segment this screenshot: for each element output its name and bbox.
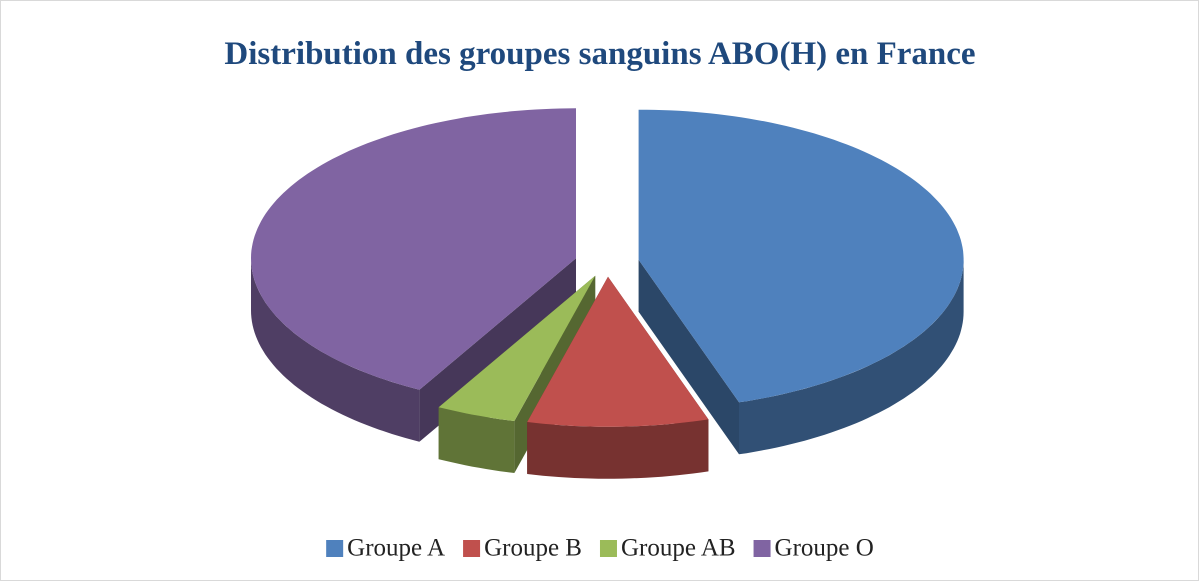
slice (438, 275, 596, 421)
legend-swatch (753, 540, 771, 557)
legend: Groupe A Groupe B Groupe AB Groupe O (326, 535, 874, 562)
pie (251, 108, 964, 479)
slice-side (251, 258, 420, 442)
chart-title: Distribution des groupes sanguins ABO(H)… (224, 36, 975, 72)
slice-wall (638, 259, 739, 455)
legend-label: Groupe AB (621, 535, 736, 562)
legend-label: Groupe A (347, 535, 445, 562)
legend-swatch (326, 540, 344, 557)
slice-group (527, 276, 709, 479)
slice (251, 108, 576, 390)
slice-side (739, 259, 964, 455)
legend-label: Groupe B (484, 535, 582, 562)
legend-swatch (599, 540, 617, 557)
slice (527, 276, 709, 427)
slice (638, 109, 964, 403)
legend-swatch (463, 540, 481, 557)
slice-side (527, 419, 709, 479)
legend-label: Groupe O (775, 535, 874, 562)
slice-side (438, 407, 515, 473)
slice-group (638, 109, 964, 455)
